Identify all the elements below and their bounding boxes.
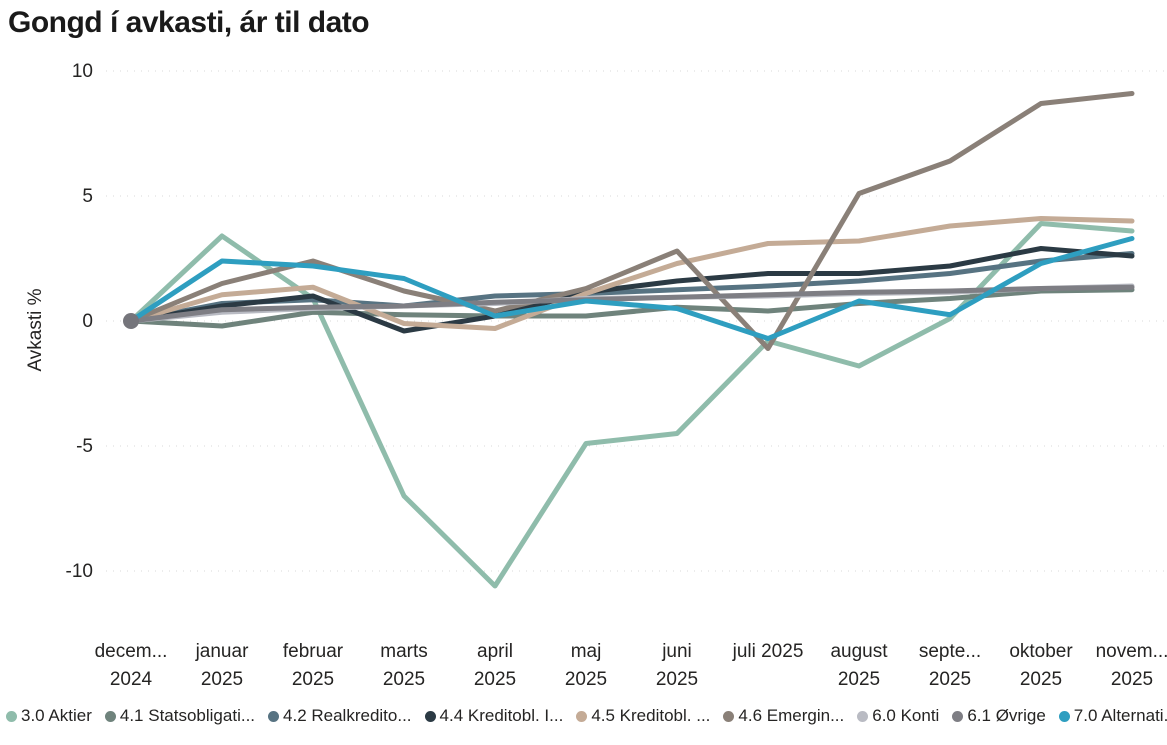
- x-axis-label: juni: [661, 641, 692, 662]
- x-axis-label: novem...: [1096, 641, 1167, 662]
- legend-item-label: 6.1 Øvrige: [967, 706, 1046, 725]
- x-axis-label: marts: [380, 641, 428, 662]
- y-axis-tick-label: 0: [82, 311, 93, 332]
- legend-item-label: 4.4 Kreditobl. I...: [439, 706, 564, 725]
- legend-item-4-1-statsobligati[interactable]: 4.1 Statsobligati...: [104, 706, 256, 726]
- legend-dot-icon: [424, 710, 436, 722]
- legend-item-label: 4.5 Kreditobl. ...: [591, 706, 711, 725]
- x-axis-label: juli 2025: [732, 641, 804, 662]
- legend-dot-icon: [576, 710, 588, 722]
- line-chart-plot-area: 10 5 0 -5 -10 decem... 2024 januar 2025 februar 20…: [66, 61, 1167, 690]
- legend-dot-icon: [723, 710, 735, 722]
- x-axis-label-year: 2025: [383, 669, 425, 690]
- x-axis-label-year: 2025: [565, 669, 607, 690]
- legend-item-label: 7.0 Alternati...: [1073, 706, 1167, 725]
- legend-dot-icon: [857, 710, 869, 722]
- legend-item-label: 4.6 Emergin...: [738, 706, 845, 725]
- y-axis-tick-label: 5: [82, 186, 93, 207]
- x-axis-label-year: 2025: [474, 669, 516, 690]
- x-axis-label-year: 2025: [656, 669, 698, 690]
- y-axis-tick-label: -5: [76, 436, 93, 457]
- chart-title: Gongd í avkasti, ár til dato: [8, 6, 370, 39]
- x-axis-label: oktober: [1009, 641, 1073, 662]
- legend-item-label: 4.2 Realkredito...: [283, 706, 412, 725]
- series-line-4-4-kreditobl-i[interactable]: [128, 246, 1135, 334]
- x-axis-label-year: 2025: [292, 669, 334, 690]
- x-axis-label: februar: [283, 641, 344, 662]
- legend-dot-icon: [1058, 710, 1070, 722]
- x-axis-label: april: [477, 641, 513, 662]
- legend-item-4-2-realkredito[interactable]: 4.2 Realkredito...: [268, 706, 412, 726]
- x-axis-label-year: 2025: [929, 669, 971, 690]
- x-axis-label-year: 2025: [1020, 669, 1062, 690]
- x-axis-label-year: 2025: [201, 669, 243, 690]
- legend-item-7-0-alternati[interactable]: 7.0 Alternati...: [1058, 706, 1167, 726]
- legend-item-3-0-aktier[interactable]: 3.0 Aktier: [6, 706, 92, 726]
- x-axis-label: maj: [571, 641, 602, 662]
- legend-dot-icon: [952, 710, 964, 722]
- legend-item-4-6-emergin[interactable]: 4.6 Emergin...: [723, 706, 844, 726]
- x-axis-label-year: 2025: [1111, 669, 1153, 690]
- legend-item-4-4-kreditobl-i[interactable]: 4.4 Kreditobl. I...: [424, 706, 564, 726]
- series-line-4-5-kreditobl[interactable]: [128, 216, 1135, 331]
- series-line-6-1-vrige[interactable]: [128, 284, 1135, 324]
- legend-item-6-0-konti[interactable]: 6.0 Konti: [857, 706, 939, 726]
- x-axis-label: septe...: [919, 641, 981, 662]
- series-line-4-1-statsobligati[interactable]: [128, 287, 1135, 329]
- series-line-7-0-alternati[interactable]: [128, 236, 1135, 341]
- x-axis-label: decem...: [95, 641, 168, 662]
- legend-dot-icon: [268, 710, 280, 722]
- legend-item-4-5-kreditobl[interactable]: 4.5 Kreditobl. ...: [576, 706, 710, 726]
- x-axis-label-year: 2024: [110, 669, 153, 690]
- y-axis-tick-label: 10: [72, 61, 93, 82]
- legend-item-6-1-vrige[interactable]: 6.1 Øvrige: [952, 706, 1046, 726]
- legend-item-label: 6.0 Konti: [872, 706, 940, 725]
- x-axis-label-year: 2025: [838, 669, 880, 690]
- start-point-marker[interactable]: [123, 313, 139, 329]
- legend-item-label: 4.1 Statsobligati...: [119, 706, 256, 725]
- x-axis-label: august: [830, 641, 888, 662]
- legend-dot-icon: [104, 710, 116, 722]
- y-axis-tick-label: -10: [66, 561, 93, 582]
- x-axis-label: januar: [195, 641, 249, 662]
- series-line-4-2-realkredito[interactable]: [128, 251, 1135, 324]
- legend: 3.0 Aktier 4.1 Statsobligati... 4.2 Realkr…: [6, 706, 1167, 726]
- legend-dot-icon: [6, 710, 17, 722]
- legend-item-label: 3.0 Aktier: [21, 706, 92, 725]
